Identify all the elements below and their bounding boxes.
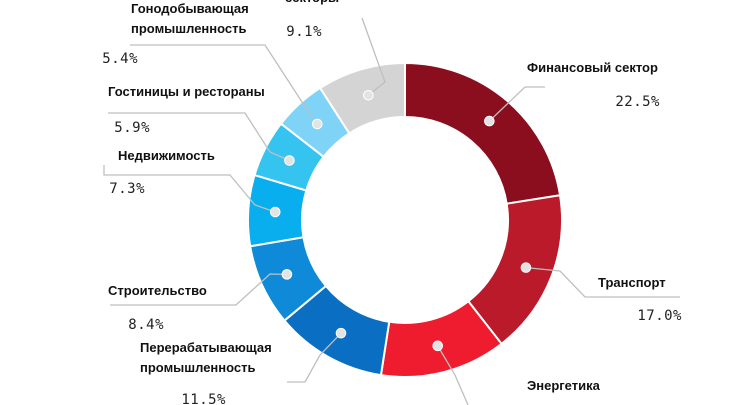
slice-9 xyxy=(318,61,406,135)
slice-value-2: 17.0% xyxy=(637,308,682,324)
slice-marker-3 xyxy=(432,340,443,352)
slice-label-7: Гостиницы и рестораны xyxy=(108,84,265,99)
slice-label-3: Энергетика xyxy=(527,378,601,393)
slice-marker-1 xyxy=(484,115,495,127)
slice-label-4: Перерабатывающая промышленность xyxy=(140,340,272,375)
slice-marker-9 xyxy=(363,89,374,101)
slice-marker-4 xyxy=(335,327,347,339)
slice-1 xyxy=(404,61,562,205)
slice-label-2: Транспорт xyxy=(598,275,666,290)
slice-label-9: секторы xyxy=(285,0,339,5)
leader-line-5 xyxy=(110,273,287,306)
leader-line-2 xyxy=(525,266,680,298)
leader-line-4 xyxy=(287,332,342,383)
slice-label-5: Строительство xyxy=(108,283,207,298)
slice-value-6: 7.3% xyxy=(109,181,145,197)
slice-marker-6 xyxy=(269,206,281,218)
slice-label-8: Гонодобывающая промышленность xyxy=(131,1,249,36)
leader-line-3 xyxy=(437,345,469,405)
leader-line-9 xyxy=(361,17,386,96)
leader-line-6 xyxy=(103,165,276,213)
slice-value-4: 11.5% xyxy=(181,392,226,405)
slice-marker-8 xyxy=(311,118,323,130)
slice-marker-2 xyxy=(520,262,532,273)
leader-line-8 xyxy=(130,44,318,125)
slice-value-5: 8.4% xyxy=(128,317,164,333)
slice-marker-5 xyxy=(281,269,293,280)
leader-line-7 xyxy=(108,112,290,162)
slice-value-9: 9.1% xyxy=(286,24,322,40)
slice-label-6: Недвижимость xyxy=(118,148,215,163)
donut-labels: Финансовый сектор 22.5% Транспорт 17.0% Энер… xyxy=(102,0,682,405)
slice-marker-7 xyxy=(284,155,295,166)
donut-slices xyxy=(247,61,563,378)
slice-value-8: 5.4% xyxy=(102,51,138,67)
slice-label-1: Финансовый сектор xyxy=(527,60,658,75)
leader-line-1 xyxy=(488,86,545,122)
slice-value-1: 22.5% xyxy=(615,94,660,110)
slice-value-7: 5.9% xyxy=(114,120,150,136)
